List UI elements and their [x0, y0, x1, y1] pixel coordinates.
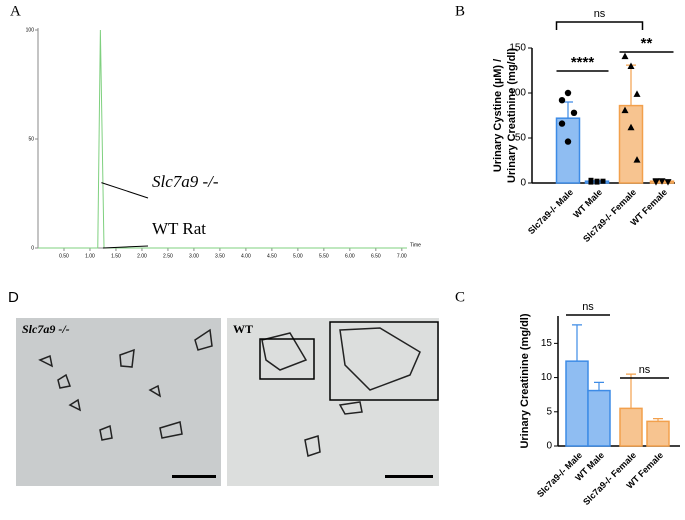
point	[594, 179, 600, 185]
x-tick-label: 4.50	[267, 253, 277, 259]
significance-label: **	[641, 35, 653, 52]
point	[664, 179, 672, 186]
panel-label: C	[455, 289, 465, 305]
x-tick-label: 5.00	[293, 253, 303, 259]
point	[588, 177, 594, 183]
significance-line	[555, 21, 644, 30]
panel-label: A	[10, 3, 21, 19]
point	[558, 97, 566, 104]
x-tick-label: 1.00	[85, 253, 95, 259]
x-tick-label: 5.50	[319, 253, 329, 259]
y-tick-label: 10	[541, 372, 553, 383]
annotation: WT Rat	[152, 219, 206, 238]
annotation-leader	[101, 182, 149, 199]
point	[627, 62, 635, 69]
y-tick-label: 50	[515, 133, 527, 144]
inset-box	[259, 338, 315, 380]
bar	[619, 407, 643, 447]
series-line	[38, 29, 407, 249]
point	[658, 178, 666, 185]
y-tick-label: 150	[509, 43, 526, 54]
bar	[587, 389, 611, 447]
micrograph-label: Slc7a9 -/-	[22, 322, 70, 336]
point	[564, 138, 572, 145]
error-bar	[572, 324, 582, 362]
x-tick-label: 3.50	[215, 253, 225, 259]
y-tick-label: 0	[31, 245, 34, 251]
error-bar	[626, 373, 636, 409]
y-axis-label: Urinary Creatinine (mg/dl)	[506, 48, 518, 183]
bar	[555, 117, 581, 184]
x-tick-label: Slc7a9-/- Male	[526, 187, 575, 236]
significance-label: ****	[571, 54, 595, 71]
annotation-leader	[102, 245, 149, 249]
x-tick-label: 4.00	[241, 253, 251, 259]
bar	[646, 420, 670, 447]
point	[633, 90, 641, 97]
scale-bar	[172, 475, 216, 478]
point	[600, 178, 606, 184]
point	[564, 89, 572, 97]
panel-label: D	[8, 289, 19, 306]
x-tick-label: 6.50	[371, 253, 381, 259]
x-tick-label: 1.50	[111, 253, 121, 259]
crystals	[38, 327, 421, 457]
significance-label: ns	[582, 301, 594, 313]
micrograph-right	[227, 318, 439, 486]
x-axis-label: Time	[410, 242, 421, 248]
error-bar	[626, 64, 636, 106]
x-tick-label: 2.50	[163, 253, 173, 259]
bar	[618, 104, 644, 184]
point	[621, 106, 629, 114]
point	[652, 178, 660, 185]
y-tick-label: 100	[509, 88, 526, 99]
x-tick-label: 7.00	[397, 253, 407, 259]
y-axis-label: Urinary Cystine (µM) /	[492, 59, 504, 172]
x-tick-label: 2.00	[137, 253, 147, 259]
significance-label: ns	[594, 8, 606, 20]
y-tick-label: 5	[546, 406, 552, 417]
x-tick-label: 6.00	[345, 253, 355, 259]
annotation: Slc7a9 -/-	[152, 172, 219, 191]
inset	[329, 321, 439, 401]
error-bar	[653, 418, 663, 422]
panel-label: B	[455, 3, 465, 19]
point	[633, 156, 641, 163]
y-tick-label: 50	[28, 136, 34, 142]
y-tick-label: 0	[546, 441, 552, 452]
micrograph-d: D Slc7a9 -/- WT	[8, 289, 439, 486]
y-tick-label: 100	[26, 27, 35, 33]
error-bar	[563, 101, 573, 119]
scale-bar	[385, 475, 433, 478]
bar	[565, 360, 589, 447]
x-tick-label: 3.00	[189, 253, 199, 259]
x-tick-label: WT Male	[571, 187, 604, 220]
y-tick-label: 0	[520, 178, 526, 189]
error-bar	[594, 381, 604, 391]
x-tick-label: 0.50	[59, 253, 69, 259]
micrograph-left	[16, 318, 221, 486]
point	[621, 52, 629, 60]
point	[570, 109, 578, 117]
point	[558, 120, 566, 127]
point	[627, 123, 635, 131]
significance-label: ns	[639, 364, 651, 376]
y-axis-label: Urinary Creatinine (mg/dl)	[519, 313, 531, 448]
micrograph-label: WT	[233, 322, 253, 336]
y-tick-label: 15	[541, 338, 553, 349]
